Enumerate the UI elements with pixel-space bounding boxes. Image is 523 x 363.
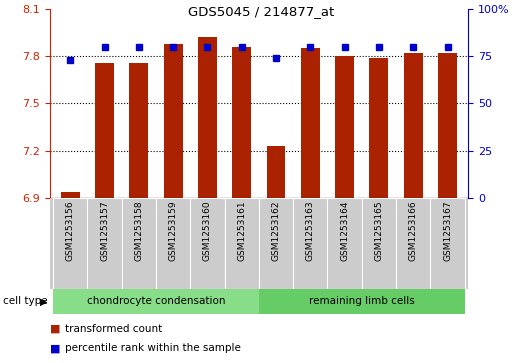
Text: GSM1253162: GSM1253162 [271, 200, 280, 261]
Text: GSM1253167: GSM1253167 [443, 200, 452, 261]
Bar [232, 47, 251, 198]
Bar [293, 198, 327, 289]
Text: GSM1253163: GSM1253163 [306, 200, 315, 261]
Bar [259, 198, 293, 289]
Bar [267, 146, 286, 198]
Bar [156, 198, 190, 289]
Bar [53, 198, 87, 289]
Text: GSM1253157: GSM1253157 [100, 200, 109, 261]
Text: GSM1253160: GSM1253160 [203, 200, 212, 261]
Bar [61, 192, 79, 198]
Bar [164, 44, 183, 198]
Text: ■: ■ [50, 323, 60, 334]
Bar [129, 62, 149, 198]
Text: GSM1253161: GSM1253161 [237, 200, 246, 261]
Bar [369, 58, 389, 198]
Text: GSM1253159: GSM1253159 [168, 200, 178, 261]
Bar [198, 37, 217, 198]
Text: transformed count: transformed count [65, 323, 163, 334]
Bar [438, 53, 457, 198]
Bar [327, 198, 362, 289]
Text: chondrocyte condensation: chondrocyte condensation [87, 296, 225, 306]
Bar [335, 56, 354, 198]
Text: GSM1253166: GSM1253166 [408, 200, 418, 261]
Text: ■: ■ [50, 343, 60, 354]
Text: GDS5045 / 214877_at: GDS5045 / 214877_at [188, 5, 335, 19]
Bar [95, 62, 114, 198]
Bar [87, 198, 122, 289]
Bar [190, 198, 224, 289]
Text: remaining limb cells: remaining limb cells [309, 296, 415, 306]
Bar [301, 48, 320, 198]
Bar [404, 53, 423, 198]
Bar [224, 198, 259, 289]
Text: ▶: ▶ [40, 296, 47, 306]
Bar [122, 198, 156, 289]
Text: percentile rank within the sample: percentile rank within the sample [65, 343, 241, 354]
Text: GSM1253156: GSM1253156 [66, 200, 75, 261]
Bar [430, 198, 464, 289]
Text: GSM1253164: GSM1253164 [340, 200, 349, 261]
Bar [362, 198, 396, 289]
Bar [259, 289, 464, 314]
Text: GSM1253158: GSM1253158 [134, 200, 143, 261]
Bar [396, 198, 430, 289]
Text: cell type: cell type [3, 296, 47, 306]
Bar [53, 289, 259, 314]
Text: GSM1253165: GSM1253165 [374, 200, 383, 261]
